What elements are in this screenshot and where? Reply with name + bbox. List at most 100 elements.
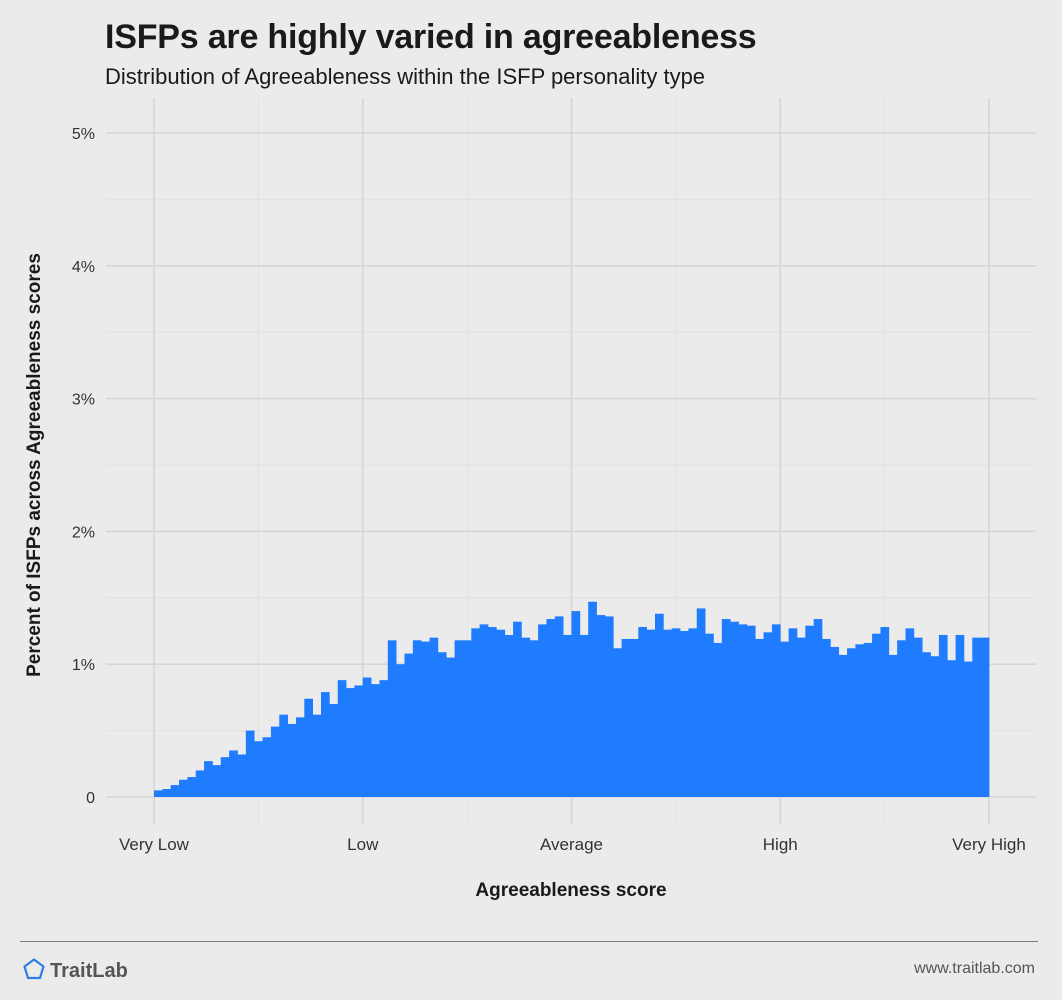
histogram-bar xyxy=(429,637,439,797)
histogram-bar xyxy=(212,765,222,797)
histogram-bar xyxy=(379,680,389,797)
histogram-bar xyxy=(237,754,247,797)
histogram-bar xyxy=(680,631,689,797)
y-tick-label: 4% xyxy=(72,259,95,276)
histogram-bar xyxy=(947,660,956,797)
histogram-bar xyxy=(771,624,781,797)
histogram-bar xyxy=(730,621,739,797)
histogram-bar xyxy=(162,789,172,797)
site-url[interactable]: www.traitlab.com xyxy=(914,960,1035,977)
histogram-bar xyxy=(546,619,556,797)
histogram-bar xyxy=(880,627,890,797)
histogram-bar xyxy=(571,611,581,797)
histogram-bar xyxy=(437,652,447,797)
y-axis-title: Percent of ISFPs across Agreeableness sc… xyxy=(24,253,45,677)
x-tick-label: Average xyxy=(540,835,603,854)
histogram-bar xyxy=(796,637,806,797)
histogram-bar xyxy=(838,654,848,797)
histogram-bar xyxy=(254,741,263,797)
histogram-bar xyxy=(888,654,898,797)
histogram-bar xyxy=(738,624,748,797)
histogram-bar xyxy=(304,698,313,797)
histogram-bar xyxy=(554,616,564,797)
histogram-bar xyxy=(629,638,639,797)
histogram-bar xyxy=(412,640,422,797)
x-tick-label: Low xyxy=(347,835,379,854)
histogram-bar xyxy=(446,657,455,797)
histogram-bar xyxy=(471,628,480,797)
histogram-bar xyxy=(279,714,288,797)
histogram-bar xyxy=(270,726,280,797)
histogram-bar xyxy=(346,688,355,797)
histogram-bar xyxy=(596,615,606,797)
histogram-bar xyxy=(847,648,856,797)
histogram-bar xyxy=(529,640,539,797)
histogram-bar xyxy=(780,641,789,797)
histogram-bar xyxy=(312,714,322,797)
histogram-bar xyxy=(872,633,881,797)
y-tick-label: 2% xyxy=(72,524,95,541)
histogram-bar xyxy=(488,627,497,797)
histogram-bar xyxy=(721,619,731,797)
histogram-bar xyxy=(705,633,714,797)
histogram-bar xyxy=(604,616,614,797)
y-tick-label: 3% xyxy=(72,392,95,409)
brand-name: TraitLab xyxy=(50,960,128,982)
y-tick-label: 0 xyxy=(86,790,95,807)
histogram-bar xyxy=(329,704,339,797)
histogram-bar xyxy=(229,750,238,797)
histogram-bar xyxy=(454,640,464,797)
histogram-bar xyxy=(863,642,873,797)
x-axis-ticks: Very Low Low Average High Very High xyxy=(119,835,1026,854)
brand-logo: TraitLab xyxy=(22,957,128,986)
histogram-bar xyxy=(170,785,180,797)
histogram-bar xyxy=(354,685,364,797)
histogram-bar xyxy=(396,664,405,797)
histogram-bar xyxy=(621,638,631,797)
histogram-bar xyxy=(696,608,706,797)
histogram-bar xyxy=(638,627,647,797)
histogram-bar xyxy=(421,641,430,797)
histogram-bar xyxy=(579,634,589,797)
histogram-bar xyxy=(220,757,230,797)
histogram-bar xyxy=(362,677,372,797)
histogram-bar xyxy=(938,634,948,797)
histogram-bar xyxy=(980,637,990,797)
histogram-bar xyxy=(479,624,489,797)
histogram-bar xyxy=(538,624,547,797)
histogram-bar xyxy=(655,613,664,797)
histogram-bar xyxy=(746,625,756,797)
histogram-bar xyxy=(830,646,840,797)
chart-subtitle: Distribution of Agreeableness within the… xyxy=(105,64,706,89)
histogram-bar xyxy=(513,621,522,797)
histogram-bar xyxy=(337,680,347,797)
histogram-bar xyxy=(154,790,163,797)
histogram-bar xyxy=(195,770,205,797)
chart-title: ISFPs are highly varied in agreeableness xyxy=(105,18,757,56)
y-tick-label: 1% xyxy=(72,657,95,674)
histogram-bar xyxy=(713,642,723,797)
histogram-bar xyxy=(855,644,865,797)
footer-divider xyxy=(20,941,1038,942)
y-tick-label: 5% xyxy=(72,126,95,143)
histogram-bar xyxy=(671,628,681,797)
histogram-bar xyxy=(179,779,188,797)
histogram-bar xyxy=(321,692,330,797)
histogram-bar xyxy=(755,638,764,797)
x-tick-label: High xyxy=(763,835,798,854)
histogram-bar xyxy=(204,761,213,797)
histogram-bar xyxy=(262,737,272,797)
histogram-bar xyxy=(963,661,973,797)
histogram-bar xyxy=(245,730,255,797)
histogram-bar xyxy=(521,637,531,797)
histogram-bar xyxy=(187,777,197,797)
histogram-bar xyxy=(496,629,506,797)
histogram-bar xyxy=(371,684,380,797)
x-tick-label: Very Low xyxy=(119,835,190,854)
histogram-bar xyxy=(287,723,297,797)
histogram-bar xyxy=(913,637,923,797)
histogram-bar xyxy=(646,629,656,797)
x-axis-title: Agreeableness score xyxy=(475,880,666,901)
histogram-bar xyxy=(930,656,940,797)
histogram-bar xyxy=(955,634,965,797)
